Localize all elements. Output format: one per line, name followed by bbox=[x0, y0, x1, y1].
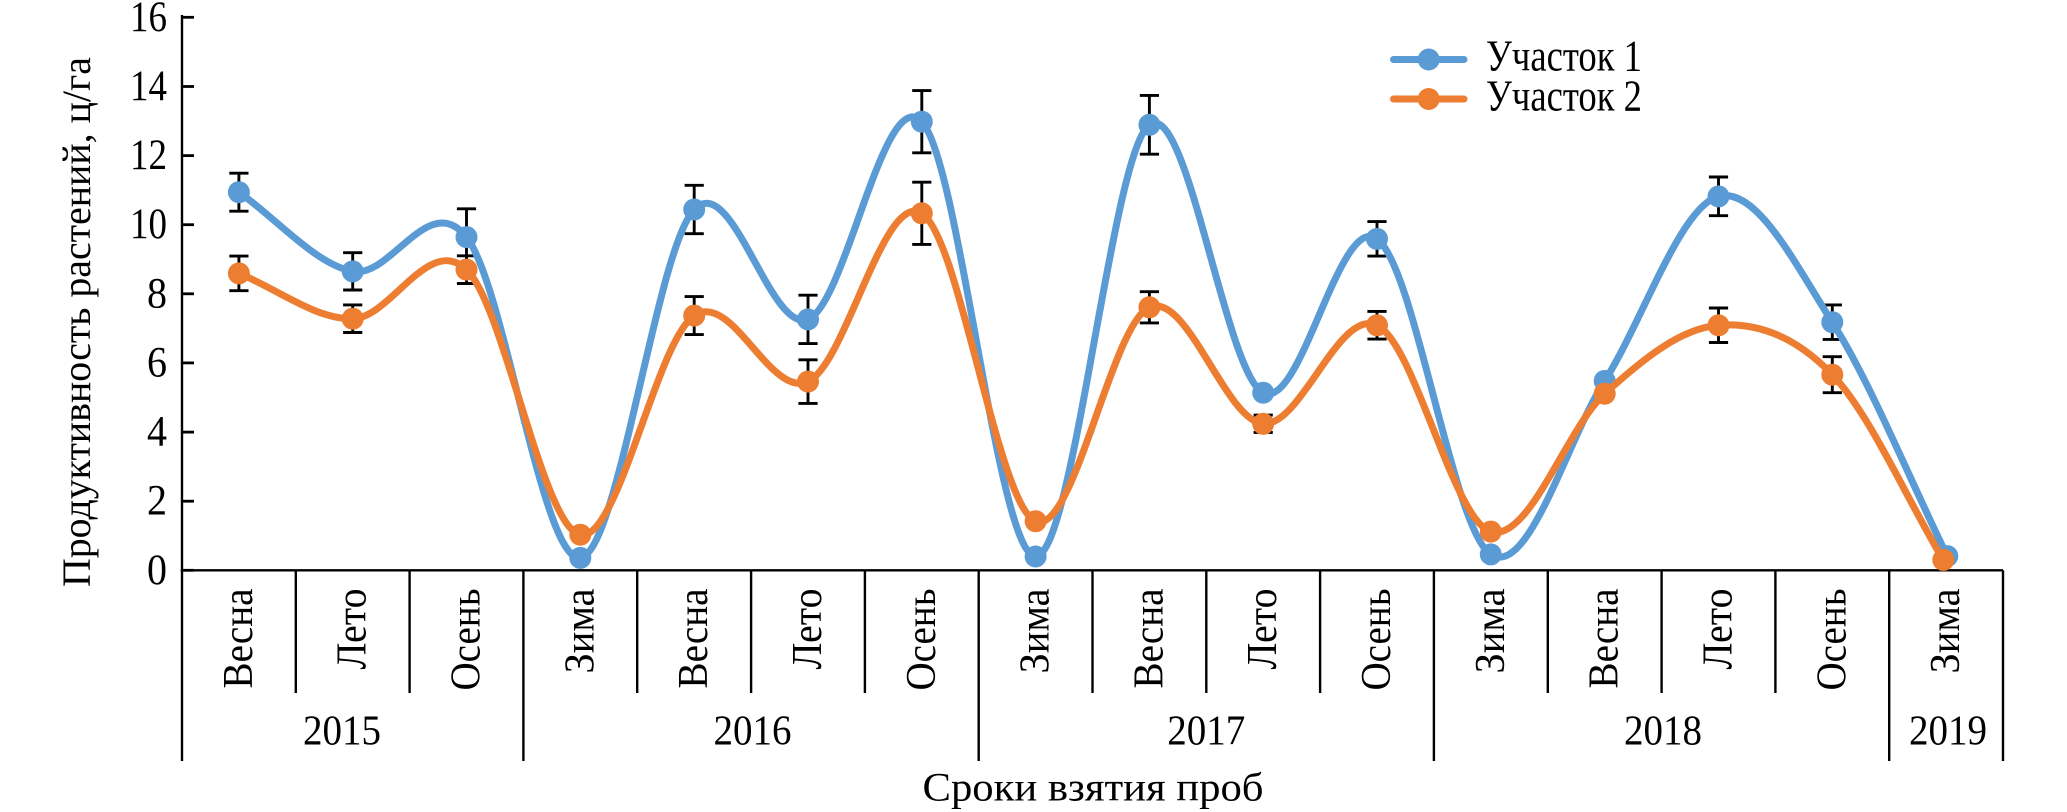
svg-text:Участок 1: Участок 1 bbox=[1486, 32, 1642, 81]
svg-text:Зима: Зима bbox=[1923, 588, 1969, 673]
svg-text:Лето: Лето bbox=[1696, 589, 1742, 670]
svg-text:0: 0 bbox=[147, 547, 167, 594]
svg-text:2019: 2019 bbox=[1909, 709, 1987, 755]
svg-text:2018: 2018 bbox=[1624, 709, 1702, 755]
svg-text:Лето: Лето bbox=[1240, 589, 1286, 670]
svg-text:Зима: Зима bbox=[557, 588, 603, 673]
svg-text:Участок 2: Участок 2 bbox=[1486, 72, 1642, 121]
svg-text:Весна: Весна bbox=[1126, 588, 1172, 688]
svg-text:8: 8 bbox=[147, 270, 167, 317]
svg-text:2017: 2017 bbox=[1167, 709, 1245, 755]
svg-text:Осень: Осень bbox=[1809, 589, 1855, 691]
svg-text:Продуктивность растений, ц/га: Продуктивность растений, ц/га bbox=[54, 57, 99, 587]
svg-text:2015: 2015 bbox=[303, 709, 381, 755]
svg-text:14: 14 bbox=[130, 63, 167, 110]
svg-text:2: 2 bbox=[147, 478, 167, 525]
svg-text:Весна: Весна bbox=[1582, 588, 1628, 688]
svg-text:6: 6 bbox=[147, 339, 167, 386]
svg-text:Зима: Зима bbox=[1468, 588, 1514, 673]
svg-text:Зима: Зима bbox=[1013, 588, 1059, 673]
svg-text:Лето: Лето bbox=[785, 589, 831, 670]
svg-text:4: 4 bbox=[147, 409, 167, 456]
svg-text:10: 10 bbox=[130, 201, 167, 248]
svg-text:16: 16 bbox=[130, 0, 167, 41]
svg-text:12: 12 bbox=[130, 132, 167, 179]
svg-text:Осень: Осень bbox=[1354, 589, 1400, 691]
svg-text:Осень: Осень bbox=[899, 589, 945, 691]
svg-text:Лето: Лето bbox=[330, 589, 376, 670]
svg-text:Весна: Весна bbox=[216, 588, 262, 688]
svg-text:2016: 2016 bbox=[714, 709, 792, 755]
svg-text:Весна: Весна bbox=[671, 588, 717, 688]
svg-text:Осень: Осень bbox=[444, 589, 490, 691]
svg-text:Сроки взятия проб: Сроки взятия проб bbox=[923, 765, 1264, 810]
